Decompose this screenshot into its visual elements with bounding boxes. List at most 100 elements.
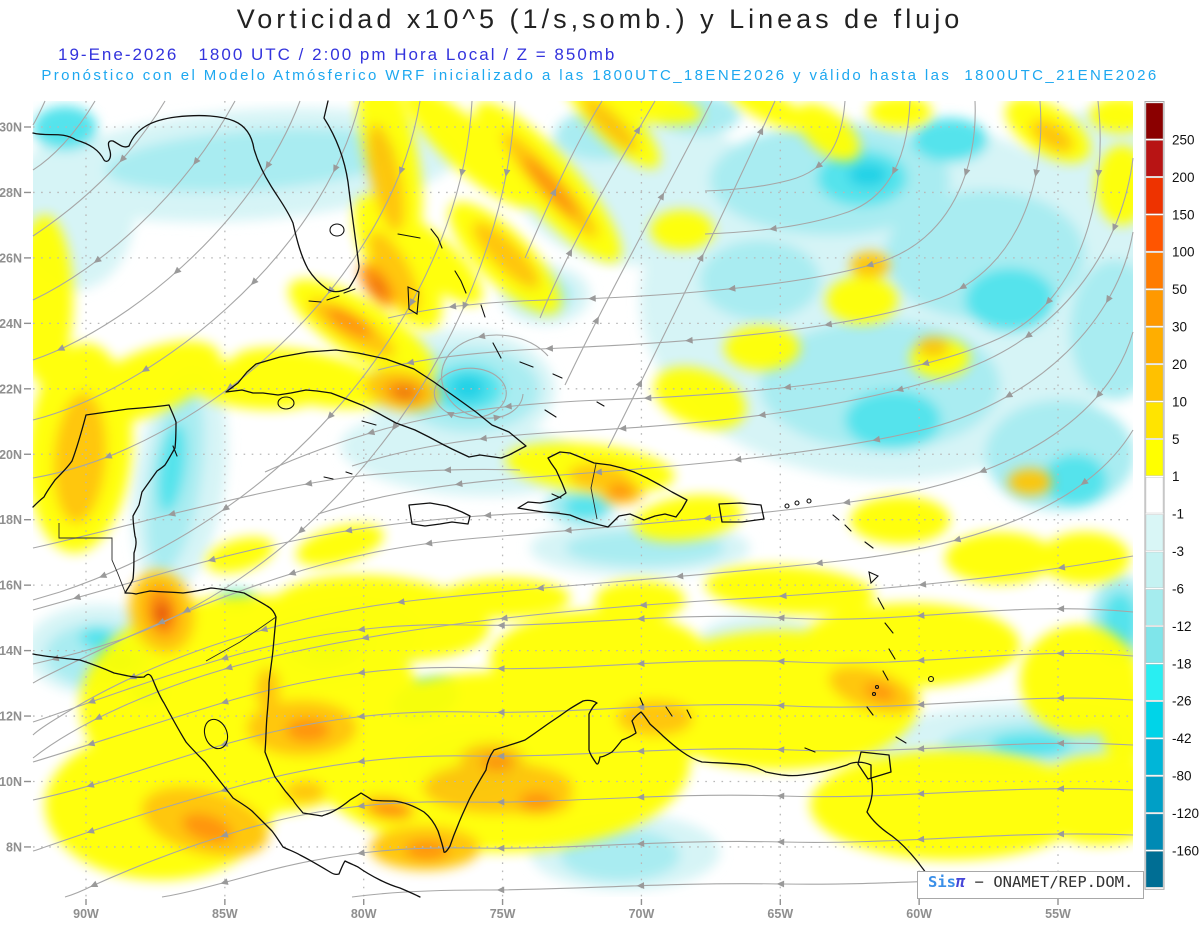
flow-arrow-icon bbox=[1056, 649, 1065, 657]
flow-arrow-icon bbox=[636, 840, 645, 848]
flow-arrow-icon bbox=[265, 160, 273, 170]
colorbar-tick-label: 20 bbox=[1172, 357, 1187, 372]
flow-arrow-icon bbox=[391, 422, 400, 431]
lon-tick-label: 70W bbox=[629, 907, 655, 921]
flow-arrow-icon bbox=[496, 886, 505, 894]
flow-arrow-icon bbox=[496, 798, 505, 806]
flow-arrow-icon bbox=[357, 849, 365, 857]
colorbar-segment bbox=[1145, 738, 1164, 776]
lon-tick-label: 90W bbox=[73, 907, 99, 921]
flow-arrow-icon bbox=[220, 785, 229, 793]
lat-tick-label: 14N bbox=[0, 644, 22, 658]
flow-arrow-icon bbox=[776, 792, 785, 800]
flow-arrow-icon bbox=[697, 253, 704, 262]
colorbar-segment bbox=[1145, 626, 1164, 663]
cuba-coast bbox=[225, 349, 527, 459]
flow-arrow-icon bbox=[657, 192, 665, 201]
flow-arrow-icon bbox=[483, 511, 492, 519]
colorbar-segment bbox=[1145, 177, 1164, 214]
flow-arrow-icon bbox=[259, 625, 269, 633]
lat-tick-label: 20N bbox=[0, 448, 22, 462]
colorbar-tick-label: 200 bbox=[1172, 170, 1195, 185]
flow-arrow-icon bbox=[815, 161, 824, 169]
flow-arrow-icon bbox=[361, 633, 370, 641]
flow-arrow-icon bbox=[618, 424, 627, 432]
flow-arrow-icon bbox=[1057, 563, 1066, 571]
flow-arrow-icon bbox=[250, 277, 259, 286]
flow-arrow-icon bbox=[758, 411, 766, 418]
flow-arrow-icon bbox=[1056, 605, 1065, 613]
bahamas-islands bbox=[397, 228, 605, 418]
lat-tick-label: 12N bbox=[0, 710, 22, 724]
axis-labels: 30N 28N 26N 24N 22N 20N 18N 16N 14N 12N 10N 8N 90W 85… bbox=[0, 121, 1071, 922]
flow-arrow-icon bbox=[1080, 477, 1089, 486]
flow-arrow-icon bbox=[454, 480, 463, 488]
flow-arrow-icon bbox=[497, 708, 505, 716]
flow-arrow-icon bbox=[477, 332, 486, 340]
flow-arrow-icon bbox=[776, 880, 785, 888]
flow-arrow-icon bbox=[1056, 694, 1065, 702]
flow-arrow-icon bbox=[504, 402, 512, 410]
flow-arrow-icon bbox=[86, 827, 95, 834]
colorbar-tick-label: -120 bbox=[1172, 806, 1199, 821]
lat-tick-label: 24N bbox=[0, 317, 22, 331]
colorbar-tick-label: 50 bbox=[1172, 282, 1187, 297]
gonave-island bbox=[551, 493, 562, 499]
jamaica-coast bbox=[408, 502, 471, 527]
flow-arrow-icon bbox=[592, 316, 599, 325]
lon-tick-label: 80W bbox=[351, 907, 377, 921]
lon-tick-label: 60W bbox=[906, 907, 932, 921]
lake-nicaragua bbox=[203, 718, 229, 750]
colorbar-tick-label: -80 bbox=[1172, 769, 1192, 784]
flow-arrow-icon bbox=[221, 503, 230, 511]
flow-arrow-icon bbox=[703, 514, 712, 522]
colorbar-tick-label: -18 bbox=[1172, 656, 1192, 671]
flow-arrow-icon bbox=[776, 702, 785, 710]
caribbean-mainland-coast bbox=[32, 404, 941, 898]
flow-arrow-icon bbox=[87, 739, 96, 747]
colorbar-segment bbox=[1145, 215, 1164, 252]
colorbar-tick-label: -12 bbox=[1172, 619, 1192, 634]
flow-arrows bbox=[51, 126, 1119, 894]
flow-arrow-icon bbox=[98, 571, 108, 578]
flow-arrow-icon bbox=[157, 617, 166, 625]
flow-arrow-icon bbox=[496, 752, 505, 760]
flow-arrow-icon bbox=[448, 302, 457, 310]
flow-arrow-icon bbox=[94, 713, 103, 720]
flow-arrow-icon bbox=[459, 168, 466, 177]
colorbar-segment bbox=[1145, 701, 1164, 738]
colorbar-segment bbox=[1145, 102, 1164, 140]
country-borders bbox=[58, 463, 598, 662]
flow-arrow-icon bbox=[545, 344, 554, 352]
lat-tick-label: 18N bbox=[0, 513, 22, 527]
coastlines bbox=[32, 100, 941, 898]
flow-arrow-icon bbox=[497, 621, 505, 629]
colorbar-tick-label: 10 bbox=[1172, 394, 1187, 409]
colorbar-segment bbox=[1145, 551, 1164, 589]
flow-arrow-icon bbox=[872, 435, 881, 443]
lat-tick-label: 8N bbox=[6, 840, 22, 854]
flow-arrow-icon bbox=[496, 844, 505, 852]
flow-arrow-icon bbox=[953, 535, 962, 543]
valid-time-subtitle: 19-Ene-2026 1800 UTC / 2:00 pm Hora Loca… bbox=[58, 45, 617, 64]
flow-arrow-icon bbox=[536, 584, 544, 592]
flow-arrow-icon bbox=[406, 358, 415, 366]
flow-arrow-icon bbox=[173, 266, 182, 275]
brand-label: Sis bbox=[928, 873, 956, 891]
colorbar-tick-label: 150 bbox=[1172, 207, 1195, 222]
colorbar-segment bbox=[1145, 364, 1164, 401]
flow-arrow-icon bbox=[637, 615, 645, 622]
flow-arrow-icon bbox=[918, 580, 927, 588]
flow-arrow-icon bbox=[398, 166, 406, 175]
flow-arrow-icon bbox=[1056, 830, 1065, 838]
cuba-cays bbox=[172, 420, 377, 480]
flow-arrow-icon bbox=[564, 526, 572, 534]
colorbar-segment bbox=[1145, 813, 1164, 850]
colorbar-segment bbox=[1145, 589, 1164, 626]
colorbar-tick-label: -26 bbox=[1172, 694, 1192, 709]
colorbar-tick-label: -3 bbox=[1172, 544, 1184, 559]
flow-arrow-icon bbox=[776, 746, 785, 754]
flow-arrow-icon bbox=[549, 188, 557, 197]
flow-arrow-icon bbox=[636, 660, 645, 667]
flow-arrow-icon bbox=[921, 359, 930, 366]
